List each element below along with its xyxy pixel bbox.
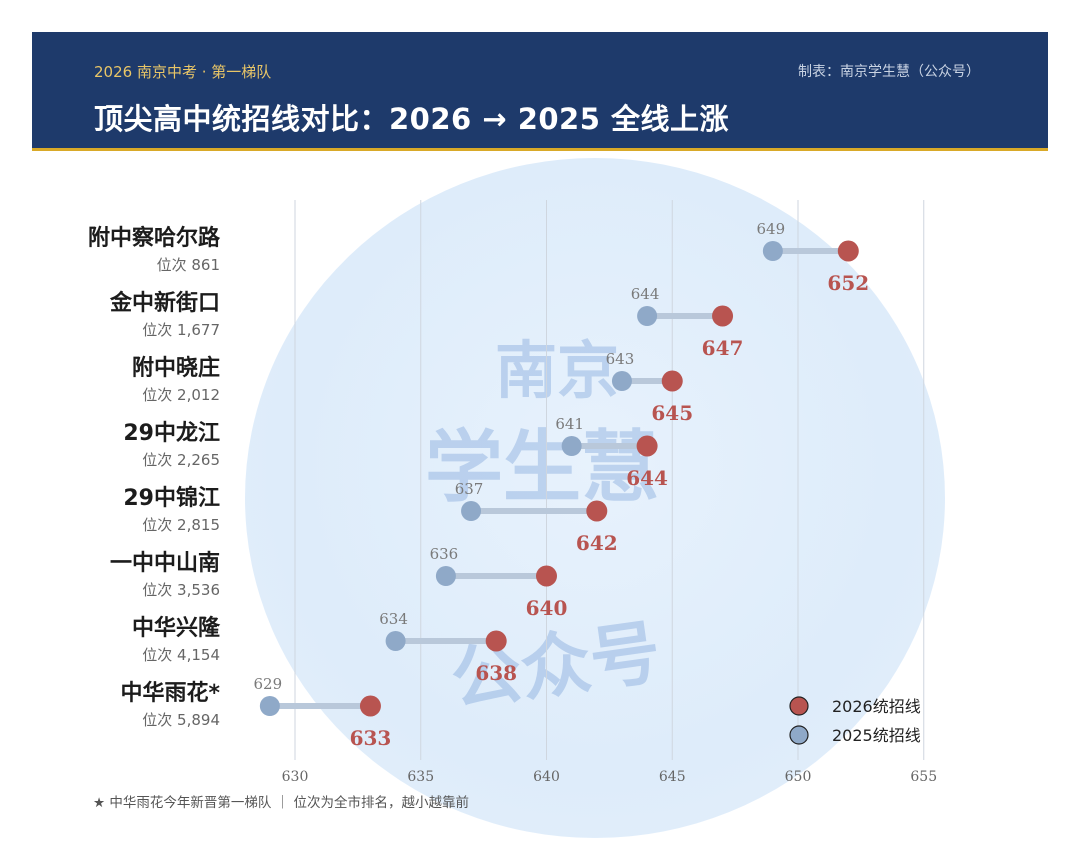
label-2025: 641 [555,415,584,433]
page-title: 顶尖高中统招线对比：2026 → 2025 全线上涨 [94,102,730,136]
school-name: 29中锦江 [123,486,220,511]
school-name: 一中中山南 [109,551,220,576]
school-rank: 位次 2,815 [142,516,220,534]
school-label: 金中新街口位次 1,677 [0,290,220,340]
school-label: 附中察哈尔路位次 861 [0,225,220,275]
point-2025 [637,306,658,326]
school-label: 29中锦江位次 2,815 [0,485,220,535]
label-2026: 642 [576,531,618,555]
watermark-circle [245,158,945,838]
school-rank: 位次 861 [156,256,220,274]
school-name: 附中晓庄 [131,356,220,381]
school-name: 金中新街口 [109,291,220,316]
label-2026: 633 [350,726,392,750]
school-rank: 位次 5,894 [142,711,220,729]
point-2026 [586,500,608,522]
legend-swatch-2026 [789,696,809,716]
point-2025 [435,566,456,586]
x-tick-label: 630 [282,769,309,785]
x-tick-label: 650 [785,769,812,785]
point-2025 [385,631,406,651]
point-2025 [762,241,783,261]
x-tick-label: 640 [533,769,560,785]
legend-label-2026: 2026统招线 [832,697,921,716]
label-2026: 645 [651,401,693,425]
school-rank: 位次 4,154 [142,646,220,664]
header-credit: 制表：南京学生慧（公众号） [798,64,980,80]
school-rank: 位次 2,265 [142,451,220,469]
label-2026: 644 [626,466,668,490]
point-2026 [485,630,507,652]
label-2025: 629 [254,675,283,693]
point-2026 [712,305,734,327]
school-name: 29中龙江 [123,421,220,446]
school-rank: 位次 3,536 [142,581,220,599]
x-tick-label: 635 [407,769,434,785]
label-2025: 649 [757,220,786,238]
watermark-text-2: 学生慧 [425,423,660,513]
header-banner [32,32,1048,151]
point-2026 [359,695,381,717]
x-tick-label: 645 [659,769,686,785]
x-tick-label: 655 [910,769,937,785]
school-label: 附中晓庄位次 2,012 [0,355,220,405]
header-kicker: 2026 南京中考 · 第一梯队 [94,63,272,81]
footnote: ★ 中华雨花今年新晋第一梯队 ｜ 位次为全市排名，越小越靠前 [93,795,469,811]
point-2026 [536,565,557,587]
point-2026 [661,370,683,392]
school-rank: 位次 1,677 [142,321,220,339]
legend-label-2025: 2025统招线 [832,726,921,745]
point-2025 [259,696,280,716]
label-2026: 647 [702,336,744,360]
label-2026: 640 [526,596,568,620]
point-2025 [461,501,482,521]
school-name: 中华雨花* [120,681,220,706]
point-2026 [837,240,859,262]
school-label: 29中龙江位次 2,265 [0,420,220,470]
watermark-text-1: 南京 [495,334,620,407]
label-2025: 636 [430,545,459,563]
point-2025 [611,371,632,391]
label-2026: 638 [475,661,517,685]
school-label: 中华雨花* 位次 5,894 [0,680,220,730]
label-2025: 644 [631,285,660,303]
legend-swatch-2025 [789,725,809,745]
point-2026 [636,435,658,457]
label-2025: 643 [606,350,635,368]
label-2026: 652 [827,271,869,295]
point-2025 [561,436,582,456]
school-name: 中华兴隆 [131,616,220,641]
label-2025: 634 [379,610,408,628]
school-rank: 位次 2,012 [142,386,220,404]
label-2025: 637 [455,480,484,498]
school-label: 中华兴隆位次 4,154 [0,615,220,665]
school-name: 附中察哈尔路 [87,226,220,251]
school-label: 一中中山南位次 3,536 [0,550,220,600]
